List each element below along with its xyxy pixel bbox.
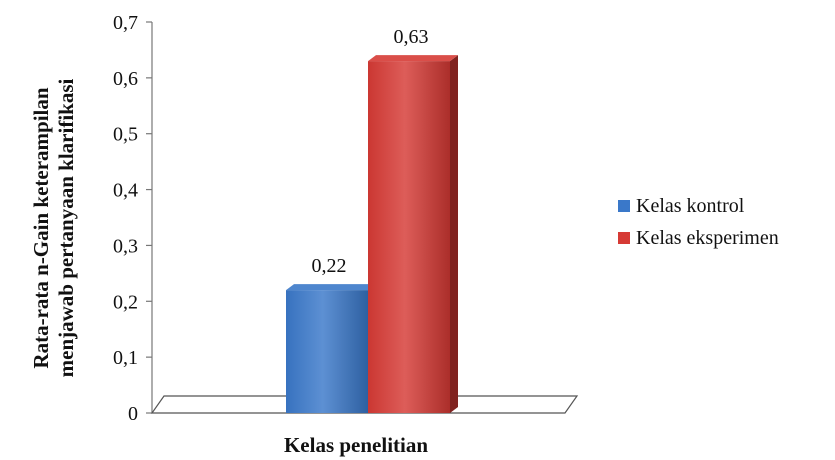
y-tick-label: 0,4	[113, 180, 138, 202]
legend-label-kelas-eksperimen: Kelas eksperimen	[636, 227, 779, 249]
y-ticks: 0 0,1 0,2 0,3 0,4 0,5 0,6 0,7	[113, 12, 152, 425]
y-axis-title-line1: Rata-rata n-Gain keterampilan	[29, 87, 53, 368]
data-label-0: 0,22	[312, 255, 347, 277]
y-axis-title-line2: menjawab pertanyaan klarifikasi	[54, 78, 78, 377]
bar-side-1	[450, 55, 458, 413]
y-tick-label: 0,7	[113, 12, 138, 34]
legend: Kelas kontrol Kelas eksperimen	[618, 195, 779, 249]
legend-swatch-kelas-kontrol	[618, 200, 630, 212]
x-axis-title: Kelas penelitian	[284, 433, 428, 457]
bar-top-0	[286, 284, 376, 291]
legend-label-kelas-kontrol: Kelas kontrol	[636, 195, 745, 217]
y-tick-label: 0,5	[113, 124, 138, 146]
data-label-1: 0,63	[394, 26, 429, 48]
y-tick-label: 0,6	[113, 68, 138, 90]
y-tick-label: 0,3	[113, 235, 138, 257]
y-tick-label: 0,1	[113, 347, 138, 369]
bar-0	[286, 290, 368, 413]
legend-swatch-kelas-eksperimen	[618, 232, 630, 244]
bar-1	[368, 61, 450, 413]
y-tick-label: 0	[128, 403, 138, 425]
y-tick-label: 0,2	[113, 291, 138, 313]
bars-group: 0,22 0,63	[286, 26, 458, 413]
bar-top-1	[368, 55, 458, 62]
